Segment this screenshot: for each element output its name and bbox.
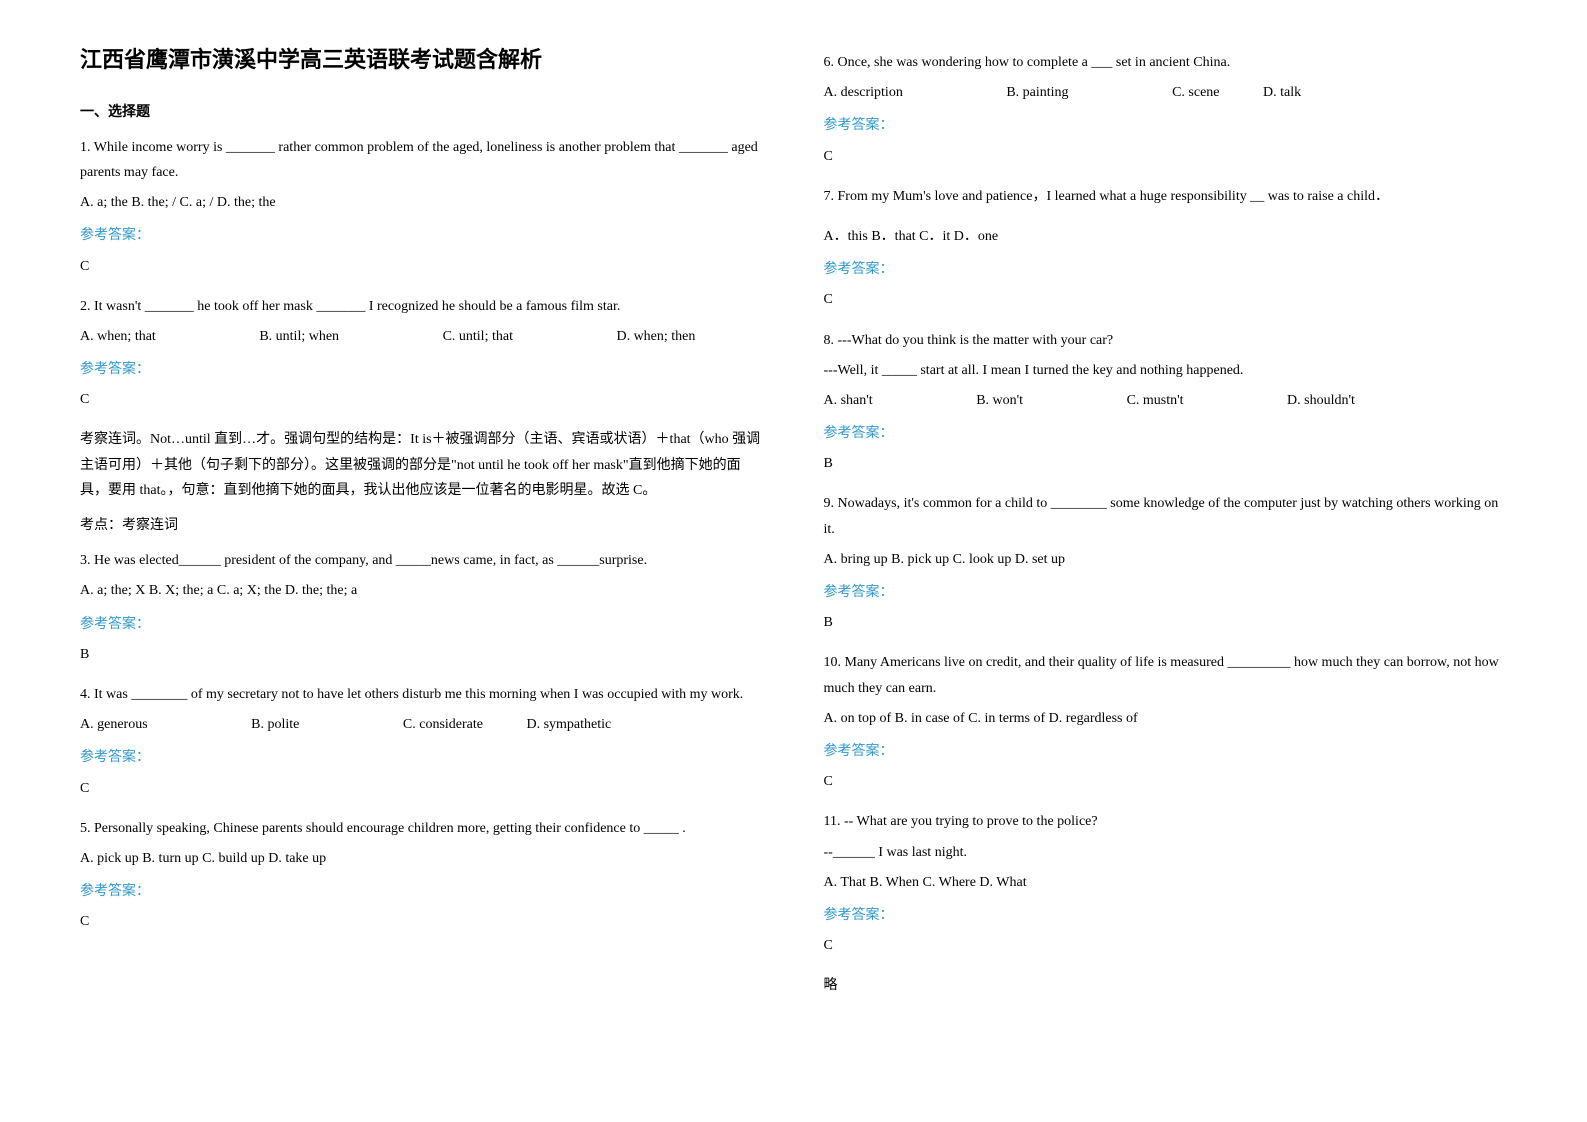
q10-options: A. on top of B. in case of C. in terms o… <box>824 706 1508 731</box>
question-3: 3. He was elected______ president of the… <box>80 548 764 573</box>
q1-answer: C <box>80 254 764 279</box>
q8-optA: A. shan't <box>824 388 873 413</box>
q2-optB: B. until; when <box>259 324 339 349</box>
q6-options: A. description B. painting C. scene D. t… <box>824 80 1508 105</box>
answer-label: 参考答案： <box>824 421 1508 446</box>
q8-options: A. shan't B. won't C. mustn't D. shouldn… <box>824 388 1508 413</box>
q9-answer: B <box>824 610 1508 635</box>
q11-options: A. That B. When C. Where D. What <box>824 870 1508 895</box>
question-9: 9. Nowadays, it's common for a child to … <box>824 491 1508 541</box>
q8-answer: B <box>824 451 1508 476</box>
q3-options: A. a; the; X B. X; the; a C. a; X; the D… <box>80 578 764 603</box>
question-5: 5. Personally speaking, Chinese parents … <box>80 816 764 841</box>
answer-label: 参考答案： <box>80 612 764 637</box>
answer-label: 参考答案： <box>824 257 1508 282</box>
q8-optB: B. won't <box>976 388 1023 413</box>
q2-optA: A. when; that <box>80 324 156 349</box>
q4-optC: C. considerate <box>403 712 483 737</box>
q4-options: A. generous B. polite C. considerate D. … <box>80 712 764 737</box>
q5-answer: C <box>80 909 764 934</box>
question-10: 10. Many Americans live on credit, and t… <box>824 650 1508 700</box>
question-8-line2: ---Well, it _____ start at all. I mean I… <box>824 358 1508 383</box>
answer-label: 参考答案： <box>824 903 1508 928</box>
q4-answer: C <box>80 776 764 801</box>
q11-answer: C <box>824 933 1508 958</box>
q8-optC: C. mustn't <box>1127 388 1184 413</box>
answer-label: 参考答案： <box>80 223 764 248</box>
question-6: 6. Once, she was wondering how to comple… <box>824 50 1508 75</box>
q7-options: A．this B．that C．it D．one <box>824 224 1508 249</box>
question-4: 4. It was ________ of my secretary not t… <box>80 682 764 707</box>
right-column: 6. Once, she was wondering how to comple… <box>824 40 1508 1013</box>
q6-optC: C. scene <box>1172 80 1219 105</box>
q2-options: A. when; that B. until; when C. until; t… <box>80 324 764 349</box>
answer-label: 参考答案： <box>824 739 1508 764</box>
q2-kaodian: 考点：考察连词 <box>80 513 764 538</box>
q2-answer: C <box>80 387 764 412</box>
answer-label: 参考答案： <box>80 357 764 382</box>
question-8-line1: 8. ---What do you think is the matter wi… <box>824 328 1508 353</box>
q11-lue: 略 <box>824 973 1508 998</box>
left-column: 江西省鹰潭市潢溪中学高三英语联考试题含解析 一、选择题 1. While inc… <box>80 40 764 1013</box>
q4-optA: A. generous <box>80 712 148 737</box>
q9-options: A. bring up B. pick up C. look up D. set… <box>824 547 1508 572</box>
q4-optB: B. polite <box>251 712 299 737</box>
question-1: 1. While income worry is _______ rather … <box>80 135 764 185</box>
q2-explanation: 考察连词。Not…until 直到…才。强调句型的结构是：It is＋被强调部分… <box>80 427 764 503</box>
q4-optD: D. sympathetic <box>526 717 611 732</box>
question-2: 2. It wasn't _______ he took off her mas… <box>80 294 764 319</box>
q2-optC: C. until; that <box>443 324 513 349</box>
q7-answer: C <box>824 287 1508 312</box>
q1-options: A. a; the B. the; / C. a; / D. the; the <box>80 190 764 215</box>
page-title: 江西省鹰潭市潢溪中学高三英语联考试题含解析 <box>80 40 764 80</box>
q10-answer: C <box>824 769 1508 794</box>
answer-label: 参考答案： <box>80 745 764 770</box>
question-11-line1: 11. -- What are you trying to prove to t… <box>824 809 1508 834</box>
q3-answer: B <box>80 642 764 667</box>
section-title: 一、选择题 <box>80 100 764 125</box>
q6-optA: A. description <box>824 80 903 105</box>
q6-answer: C <box>824 144 1508 169</box>
question-11-line2: --______ I was last night. <box>824 840 1508 865</box>
answer-label: 参考答案： <box>824 113 1508 138</box>
answer-label: 参考答案： <box>824 580 1508 605</box>
q5-options: A. pick up B. turn up C. build up D. tak… <box>80 846 764 871</box>
q8-optD: D. shouldn't <box>1287 393 1355 408</box>
question-7: 7. From my Mum's love and patience，I lea… <box>824 184 1508 209</box>
answer-label: 参考答案： <box>80 879 764 904</box>
q6-optB: B. painting <box>1006 80 1068 105</box>
q6-optD: D. talk <box>1263 85 1301 100</box>
q2-optD: D. when; then <box>616 329 695 344</box>
